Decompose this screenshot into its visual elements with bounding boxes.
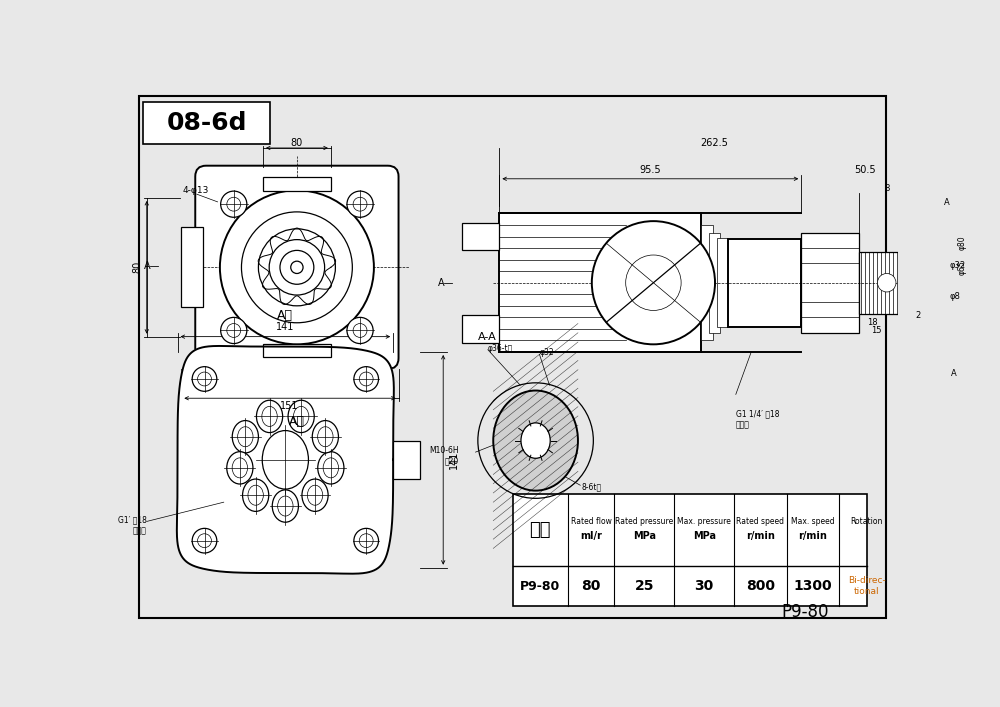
Circle shape: [220, 190, 374, 344]
Text: Rated pressure: Rated pressure: [615, 517, 673, 525]
Bar: [499, 214, 701, 352]
Text: Max. pressure: Max. pressure: [677, 517, 731, 525]
Circle shape: [192, 367, 217, 391]
Text: φ32: φ32: [949, 262, 965, 270]
Text: φ32: φ32: [539, 348, 554, 356]
Text: Rated speed: Rated speed: [736, 517, 784, 525]
Bar: [462, 315, 499, 343]
Ellipse shape: [227, 452, 253, 484]
Text: A: A: [951, 369, 957, 378]
Bar: [462, 223, 499, 250]
Ellipse shape: [493, 390, 578, 491]
Ellipse shape: [243, 479, 269, 511]
Text: 800: 800: [746, 579, 775, 593]
Text: P9-80: P9-80: [520, 580, 560, 592]
Circle shape: [192, 528, 217, 553]
Text: 80: 80: [291, 138, 303, 148]
Text: MPa: MPa: [693, 532, 716, 542]
Text: Max. speed: Max. speed: [791, 517, 835, 525]
Text: r/min: r/min: [798, 532, 827, 542]
Text: Bi-direc-
tional: Bi-direc- tional: [848, 576, 886, 596]
Text: G1 1/4′ 深18
进油口: G1 1/4′ 深18 进油口: [736, 410, 779, 429]
Ellipse shape: [521, 423, 550, 458]
Circle shape: [291, 261, 303, 274]
Bar: [143, 102, 270, 144]
Bar: [801, 233, 859, 333]
Text: φ8: φ8: [949, 292, 960, 301]
Ellipse shape: [232, 421, 258, 453]
Text: 262.5: 262.5: [700, 138, 728, 148]
Text: 4-φ13: 4-φ13: [183, 186, 209, 195]
Bar: [263, 177, 331, 191]
Text: 8-6t凸: 8-6t凸: [582, 482, 602, 491]
Circle shape: [347, 317, 373, 344]
Text: φ36-t凸: φ36-t凸: [488, 344, 513, 353]
Text: 25: 25: [634, 579, 654, 593]
Text: 18: 18: [868, 318, 878, 327]
Ellipse shape: [256, 400, 283, 433]
Text: 50.5: 50.5: [854, 165, 876, 175]
Text: 15: 15: [871, 326, 881, 335]
Text: A—: A—: [143, 261, 160, 271]
Text: P9-80: P9-80: [781, 603, 829, 621]
Bar: [709, 233, 720, 333]
Text: A: A: [944, 198, 950, 207]
Bar: [181, 227, 203, 308]
Text: A-A: A-A: [478, 332, 497, 341]
Text: M10-6H
深20: M10-6H 深20: [429, 446, 459, 466]
Text: 80: 80: [581, 579, 601, 593]
Ellipse shape: [288, 400, 314, 433]
Ellipse shape: [262, 431, 308, 489]
Text: 30: 30: [695, 579, 714, 593]
Text: Rated flow: Rated flow: [571, 517, 611, 525]
Text: 8: 8: [884, 185, 889, 193]
Bar: [263, 344, 331, 358]
Bar: [393, 440, 420, 479]
Text: G1′ 深18
出油口: G1′ 深18 出油口: [118, 515, 147, 535]
Ellipse shape: [312, 421, 338, 453]
Ellipse shape: [302, 479, 328, 511]
Circle shape: [592, 221, 715, 344]
Text: 80: 80: [133, 261, 143, 274]
Text: Rotation: Rotation: [851, 517, 883, 525]
Text: A—: A—: [438, 278, 455, 288]
Text: MPa: MPa: [633, 532, 656, 542]
Text: φ80: φ80: [958, 235, 967, 250]
Text: 95.5: 95.5: [640, 165, 661, 175]
Text: A向: A向: [277, 308, 293, 322]
FancyBboxPatch shape: [195, 165, 399, 369]
Text: A向: A向: [289, 415, 305, 428]
Bar: [914, 258, 930, 308]
Bar: [728, 239, 801, 327]
Polygon shape: [177, 346, 394, 573]
Text: φ65: φ65: [958, 260, 967, 275]
Bar: [717, 238, 728, 327]
Text: r/min: r/min: [746, 532, 775, 542]
Ellipse shape: [272, 490, 298, 522]
Circle shape: [221, 191, 247, 217]
Text: 141: 141: [449, 450, 459, 469]
Text: 2: 2: [916, 310, 921, 320]
Circle shape: [354, 367, 379, 391]
Text: 151: 151: [280, 401, 298, 411]
Circle shape: [877, 274, 896, 292]
Bar: [512, 494, 867, 606]
Bar: [859, 252, 914, 313]
Text: 型号: 型号: [529, 521, 551, 539]
Circle shape: [354, 528, 379, 553]
Text: 141: 141: [276, 322, 295, 332]
Text: ml/r: ml/r: [580, 532, 602, 542]
Circle shape: [347, 191, 373, 217]
Ellipse shape: [318, 452, 344, 484]
Circle shape: [221, 317, 247, 344]
Bar: [701, 225, 713, 341]
Text: 08-6d: 08-6d: [167, 110, 247, 134]
Text: 1300: 1300: [793, 579, 832, 593]
